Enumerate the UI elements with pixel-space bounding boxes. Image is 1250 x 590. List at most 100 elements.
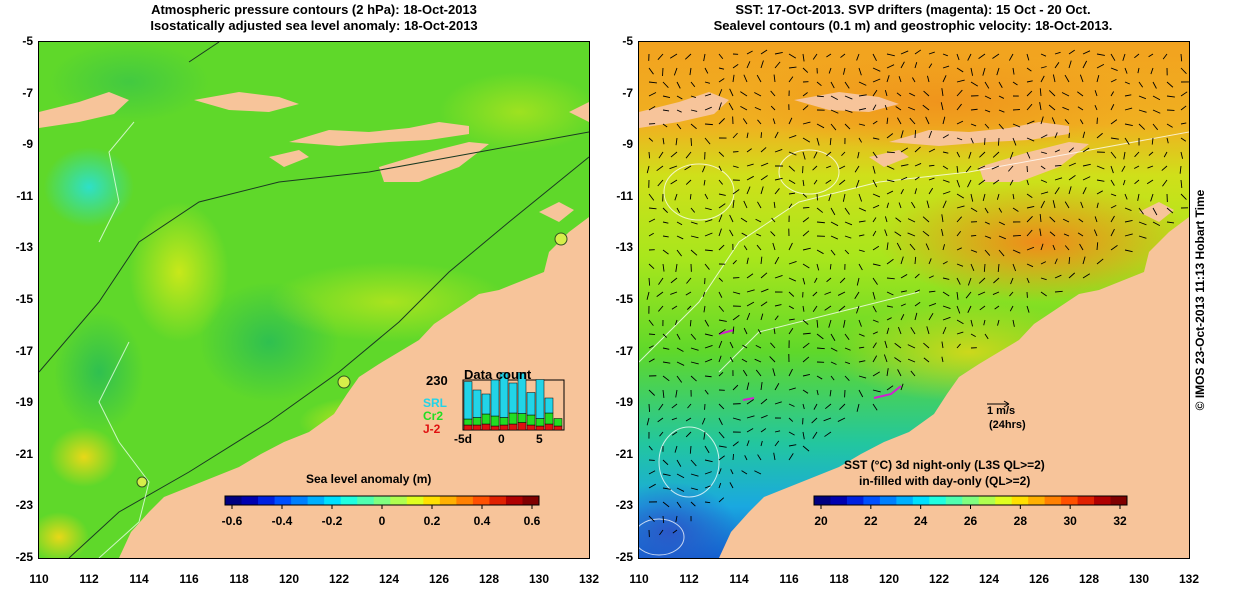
velocity-arrow bbox=[844, 95, 853, 100]
data-count-bar-segment bbox=[553, 418, 563, 427]
velocity-arrow bbox=[658, 305, 664, 312]
velocity-arrow bbox=[690, 347, 699, 351]
velocity-arrow bbox=[704, 333, 713, 337]
velocity-arrow bbox=[900, 256, 904, 265]
velocity-arrow bbox=[732, 326, 735, 335]
velocity-arrow bbox=[898, 326, 902, 335]
velocity-arrow bbox=[732, 200, 735, 209]
velocity-arrow bbox=[816, 347, 825, 350]
velocity-arrow bbox=[858, 234, 865, 237]
velocity-arrow bbox=[718, 497, 725, 503]
velocity-arrow bbox=[648, 319, 654, 326]
velocity-arrow bbox=[1012, 263, 1017, 272]
data-count-bar-segment bbox=[499, 424, 509, 431]
velocity-arrow bbox=[844, 109, 853, 113]
velocity-arrow bbox=[704, 249, 713, 252]
colorbar-swatch bbox=[274, 496, 292, 505]
colorbar-swatch bbox=[1061, 496, 1079, 505]
velocity-arrow bbox=[956, 343, 961, 349]
velocity-arrow bbox=[740, 217, 748, 223]
velocity-arrow bbox=[886, 277, 895, 280]
velocity-arrow bbox=[839, 179, 846, 185]
velocity-arrow bbox=[970, 263, 975, 271]
velocity-arrow bbox=[718, 468, 722, 475]
colorbar-tick-label: 0 bbox=[379, 514, 386, 528]
warm-patch bbox=[879, 182, 1189, 302]
velocity-arrow bbox=[718, 244, 725, 251]
data-count-bar-segment bbox=[490, 415, 500, 427]
velocity-arrow bbox=[802, 121, 811, 125]
geostrophic-velocity-field bbox=[646, 49, 1189, 538]
velocity-arrow bbox=[769, 356, 776, 363]
velocity-arrow bbox=[1077, 91, 1084, 97]
velocity-arrow bbox=[1180, 137, 1187, 142]
data-count-bar-segment bbox=[544, 423, 554, 431]
velocity-arrow bbox=[746, 312, 751, 321]
velocity-arrow bbox=[760, 288, 769, 293]
velocity-arrow bbox=[1012, 235, 1021, 237]
velocity-arrow bbox=[928, 258, 932, 265]
velocity-arrow bbox=[718, 165, 722, 172]
velocity-arrow bbox=[648, 263, 655, 270]
data-count-bar-segment bbox=[472, 424, 482, 431]
colorbar-swatch bbox=[1044, 496, 1062, 505]
velocity-arrow bbox=[941, 341, 944, 349]
velocity-arrow bbox=[672, 529, 678, 534]
velocity-arrow bbox=[729, 341, 734, 349]
velocity-arrow bbox=[942, 244, 946, 251]
velocity-arrow bbox=[1054, 290, 1063, 293]
velocity-arrow bbox=[994, 305, 1000, 310]
velocity-arrow bbox=[670, 291, 678, 295]
velocity-arrow bbox=[1152, 81, 1157, 89]
velocity-arrow bbox=[1150, 193, 1154, 202]
velocity-arrow bbox=[1061, 92, 1070, 97]
velocity-arrow bbox=[1049, 216, 1056, 223]
velocity-arrow bbox=[760, 414, 768, 419]
velocity-arrow bbox=[788, 453, 794, 461]
velocity-arrow bbox=[998, 81, 1003, 88]
velocity-arrow bbox=[858, 94, 867, 97]
colorbar-swatch bbox=[324, 496, 342, 505]
velocity-arrow bbox=[676, 501, 682, 509]
velocity-arrow bbox=[886, 151, 895, 154]
velocity-arrow bbox=[675, 389, 678, 398]
velocity-arrow bbox=[1096, 190, 1103, 195]
velocity-arrow bbox=[886, 368, 889, 377]
velocity-arrow bbox=[802, 263, 810, 269]
velocity-arrow bbox=[689, 319, 692, 327]
velocity-arrow bbox=[718, 355, 722, 363]
java-island bbox=[639, 92, 729, 128]
velocity-arrow bbox=[1147, 165, 1154, 169]
velocity-arrow bbox=[662, 361, 671, 364]
colorbar-swatch bbox=[340, 496, 358, 505]
velocity-arrow bbox=[830, 235, 839, 240]
velocity-arrow bbox=[910, 327, 916, 335]
velocity-arrow bbox=[701, 417, 706, 425]
colorbar-tick-label: 0.6 bbox=[524, 514, 541, 528]
longitude-tick-label: 116 bbox=[179, 572, 199, 586]
velocity-arrow bbox=[830, 81, 835, 89]
velocity-arrow bbox=[718, 305, 725, 312]
velocity-arrow bbox=[670, 179, 678, 185]
colorbar-swatch bbox=[373, 496, 391, 505]
velocity-arrow bbox=[998, 123, 1004, 130]
velocity-arrow bbox=[942, 134, 949, 139]
velocity-arrow bbox=[1096, 132, 1103, 139]
velocity-arrow bbox=[978, 277, 986, 284]
velocity-arrow bbox=[1123, 151, 1126, 160]
sumba-island bbox=[869, 150, 909, 167]
velocity-arrow bbox=[830, 333, 836, 341]
velocity-arrow bbox=[941, 356, 944, 363]
velocity-arrow bbox=[928, 148, 936, 153]
velocity-arrow bbox=[837, 417, 846, 422]
velocity-arrow bbox=[755, 369, 762, 377]
velocity-arrow bbox=[774, 131, 779, 139]
velocity-arrow bbox=[1079, 119, 1084, 125]
velocity-arrow bbox=[774, 440, 780, 447]
velocity-arrow bbox=[774, 274, 783, 279]
velocity-arrow bbox=[824, 291, 832, 295]
velocity-arrow bbox=[1064, 74, 1070, 83]
longitude-tick-label: 128 bbox=[1078, 572, 1100, 586]
anomaly-high-patch bbox=[439, 72, 589, 152]
velocity-arrow bbox=[662, 137, 665, 145]
